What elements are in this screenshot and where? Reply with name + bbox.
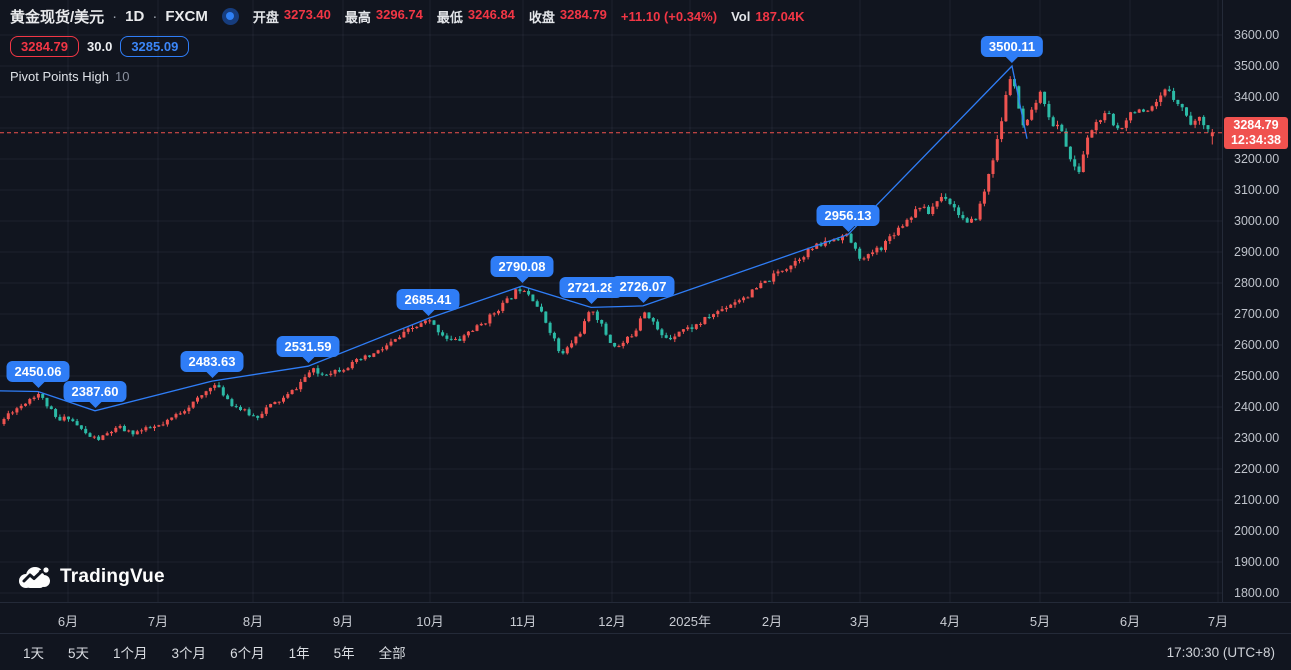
price-axis-tick: 2400.00 [1234,399,1280,414]
ohlc-item: 最低 3246.84 [437,7,515,26]
price-axis-tick: 2200.00 [1234,461,1280,476]
last-price-tag: 3284.79 12:34:38 [1224,116,1288,149]
ohlc-label: 最高 [344,9,371,25]
candles [2,76,1214,441]
vol-value: 187.04K [755,8,805,24]
time-axis-tick: 6月 [57,614,79,629]
candlestick-chart[interactable] [0,0,1222,602]
price-axis-tick: 3000.00 [1234,213,1280,228]
price-axis-tick: 1800.00 [1234,585,1280,600]
ohlc-value: 3296.74 [375,6,423,22]
price-tag-blue[interactable]: 3285.09 [120,36,190,57]
indicator-name[interactable]: Pivot Points High [10,69,109,84]
time-axis-tick: 5月 [1029,614,1051,629]
ohlc-group: 开盘 3273.40 最高 3296.74 最低 3246.84 收盘 3284.79 +11.… [253,7,805,26]
range-button-1[interactable]: 1天 [23,646,45,661]
range-button-2[interactable]: 5天 [68,646,90,661]
symbol-title[interactable]: 黄金现货/美元 [10,8,105,26]
ohlc-label: 最低 [436,9,463,25]
price-axis-tick: 2800.00 [1234,275,1280,290]
price-axis-tick: 2000.00 [1234,523,1280,538]
ohlc-value: 3273.40 [283,6,331,22]
live-data-icon [221,7,239,25]
price-axis-tick: 2600.00 [1234,337,1280,352]
price-axis-tick: 2700.00 [1234,306,1280,321]
time-axis-tick: 12月 [598,614,626,629]
price-axis-tick: 2900.00 [1234,244,1280,259]
price-axis-tick: 2300.00 [1234,430,1280,445]
indicator-param: 10 [115,69,130,84]
range-button-5[interactable]: 6个月 [230,646,265,661]
last-price-value: 3284.79 [1233,117,1279,132]
time-axis-tick: 10月 [416,614,444,629]
price-axis-tick: 3600.00 [1234,27,1280,42]
ohlc-label: 收盘 [528,9,555,25]
time-axis-tick: 3月 [849,614,871,629]
ohlc-label: 开盘 [252,9,279,25]
range-button-4[interactable]: 3个月 [171,646,207,661]
time-axis-tick: 2025年 [669,614,711,629]
range-button-6[interactable]: 1年 [288,646,310,661]
change-value: +11.10 (+0.34%) [620,8,718,24]
range-button-8[interactable]: 全部 [378,646,406,661]
brand-watermark: TradingVue [16,564,165,590]
tool-mid-value: 30.0 [87,39,113,54]
price-tool-row: 3284.79 30.0 3285.09 [10,35,804,58]
ohlc-item: 收盘 3284.79 [529,7,607,26]
clock-label: 17:30:30 (UTC+8) [1166,644,1275,660]
ohlc-item: 最高 3296.74 [345,7,423,26]
price-axis-tick: 2500.00 [1234,368,1280,383]
time-axis[interactable]: 6月 7月 8月 9月 10月 11月 12月 2025年 2月 3月 4月 5月 6月 7月 [0,602,1291,633]
price-axis[interactable]: 3600.003500.003400.003300.003200.003100.… [1222,0,1291,602]
price-tag-red[interactable]: 3284.79 [10,36,79,57]
time-axis-tick: 9月 [332,614,354,629]
chart-canvas[interactable]: 2450.06 2387.60 2483.63 2531.59 2685.41 2790.… [0,0,1222,602]
live-data-dot [226,12,235,20]
time-axis-tick: 11月 [509,614,537,629]
separator: · [112,7,118,25]
pivot-trendline [0,64,1028,412]
vol-label: Vol [731,8,751,24]
ohlc-item: 开盘 3273.40 [253,7,331,26]
time-axis-tick: 4月 [939,614,961,629]
price-axis-tick: 1900.00 [1234,554,1280,569]
price-axis-tick: 2100.00 [1234,492,1280,507]
range-button-7[interactable]: 5年 [333,646,355,661]
time-axis-tick: 7月 [1207,614,1229,629]
price-axis-tick: 3500.00 [1234,58,1280,73]
cloud-logo-icon [19,567,50,588]
time-axis-tick: 7月 [147,614,169,629]
ohlc-value: 3246.84 [467,6,515,22]
range-button-group: 1天 5天 1个月 3个月 6个月 1年 5年 全部 [16,638,413,666]
time-axis-tick: 8月 [242,614,264,629]
range-button-3[interactable]: 1个月 [113,646,148,661]
chart-legend: 黄金现货/美元 · 1D · FXCM 开盘 3273.40 最高 3296.74 最低… [10,6,804,84]
brand-name: TradingVue [60,566,165,587]
time-axis-tick: 6月 [1119,614,1141,629]
price-axis-tick: 3100.00 [1234,182,1280,197]
exchange-label[interactable]: FXCM [165,7,208,25]
separator: · [152,7,158,25]
price-axis-tick: 3400.00 [1234,89,1280,104]
symbol-row: 黄金现货/美元 · 1D · FXCM 开盘 3273.40 最高 3296.74 最低… [10,6,804,26]
time-axis-tick: 2月 [761,614,783,629]
ohlc-value: 3284.79 [559,6,607,22]
indicator-row: Pivot Points High 10 [10,69,804,84]
bottom-toolbar: 1天 5天 1个月 3个月 6个月 1年 5年 全部 17:30:30 (UTC+8) [0,633,1291,670]
volume-item: Vol 187.04K [731,9,804,24]
bar-countdown: 12:34:38 [1230,132,1282,147]
timeframe-label[interactable]: 1D [125,7,145,25]
price-axis-tick: 3200.00 [1234,151,1280,166]
